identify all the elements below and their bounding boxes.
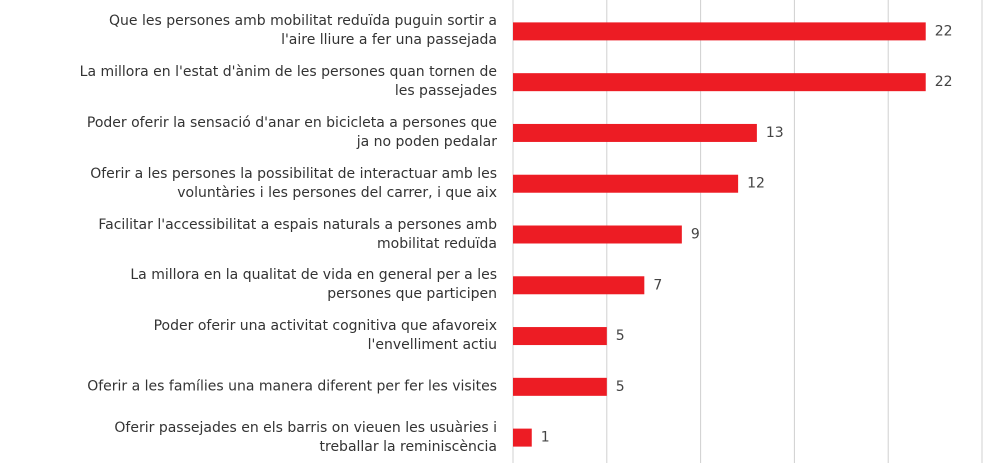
category-label: Poder oferir la sensació d'anar en bicic… bbox=[86, 114, 497, 150]
category-label: Poder oferir una activitat cognitiva que… bbox=[153, 318, 497, 354]
bar bbox=[513, 73, 926, 92]
value-label: 1 bbox=[541, 430, 550, 446]
bar bbox=[513, 327, 607, 346]
value-label: 22 bbox=[935, 74, 953, 90]
value-label: 12 bbox=[747, 176, 765, 192]
bar bbox=[513, 174, 739, 193]
bar bbox=[513, 225, 682, 244]
category-label: La millora en l'estat d'ànim de les pers… bbox=[79, 64, 497, 100]
value-label: 5 bbox=[616, 379, 625, 395]
value-label: 9 bbox=[691, 227, 700, 243]
bar bbox=[513, 276, 645, 295]
value-label: 13 bbox=[766, 125, 784, 141]
category-label: Oferir a les persones la possibilitat de… bbox=[90, 165, 497, 201]
category-label: La millora en la qualitat de vida en gen… bbox=[130, 267, 497, 303]
value-label: 7 bbox=[653, 277, 662, 293]
category-label: Facilitar l'accessibilitat a espais natu… bbox=[98, 216, 497, 252]
category-label: Oferir a les famílies una manera diferen… bbox=[87, 378, 497, 395]
bar bbox=[513, 22, 926, 41]
bar bbox=[513, 377, 607, 396]
category-label: Que les persones amb mobilitat reduïda p… bbox=[108, 13, 497, 49]
category-label: Oferir passejades en els barris on vieue… bbox=[114, 419, 497, 455]
bar bbox=[513, 428, 532, 447]
value-label: 5 bbox=[616, 328, 625, 344]
value-label: 22 bbox=[935, 23, 953, 39]
bar bbox=[513, 123, 757, 142]
